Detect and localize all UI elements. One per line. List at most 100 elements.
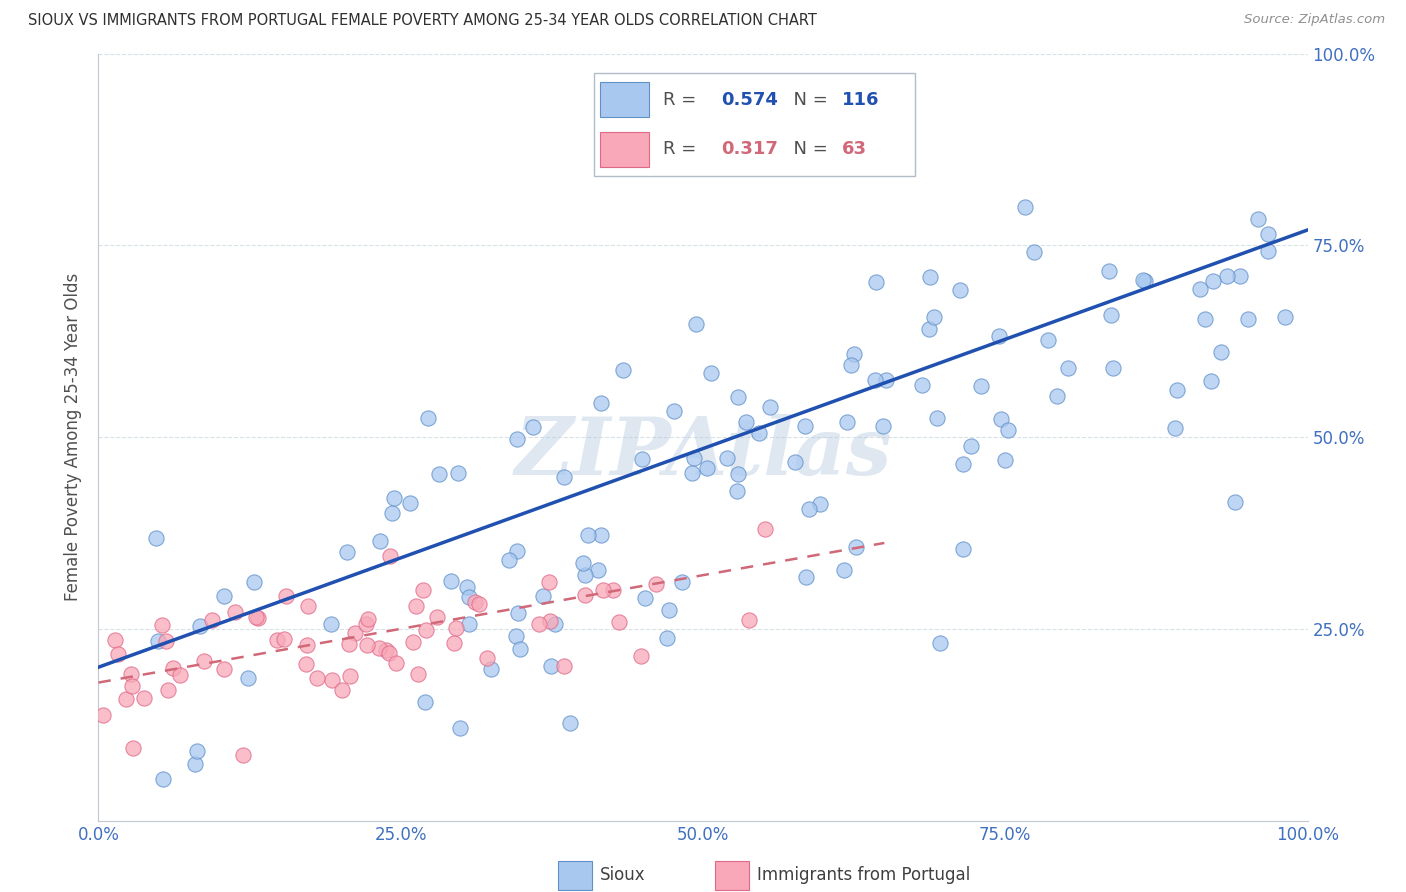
Point <box>538 574 561 589</box>
Point <box>574 588 596 602</box>
Point <box>872 418 894 433</box>
Point <box>1215 269 1237 284</box>
Point <box>467 597 489 611</box>
Point <box>553 658 575 673</box>
Point <box>527 617 550 632</box>
Point <box>236 671 259 685</box>
Point <box>440 574 463 588</box>
Point <box>522 419 544 434</box>
Point <box>645 576 668 591</box>
Point <box>571 556 593 570</box>
Point <box>865 276 887 290</box>
Point <box>155 633 177 648</box>
Point <box>1099 308 1122 322</box>
Point <box>927 411 949 425</box>
Point <box>212 662 235 676</box>
Point <box>683 450 706 465</box>
Point <box>378 549 401 564</box>
Point <box>538 615 561 629</box>
FancyBboxPatch shape <box>600 82 648 117</box>
Point <box>344 625 367 640</box>
Point <box>382 491 405 505</box>
Point <box>506 544 529 558</box>
Point <box>367 640 389 655</box>
Point <box>415 624 437 638</box>
Point <box>1038 333 1060 347</box>
Text: 0.317: 0.317 <box>721 140 778 159</box>
Point <box>107 647 129 661</box>
Point <box>918 270 941 285</box>
Text: Sioux: Sioux <box>600 866 645 884</box>
Point <box>150 618 173 632</box>
Point <box>959 439 981 453</box>
Point <box>928 636 950 650</box>
Point <box>246 611 269 625</box>
Point <box>797 501 820 516</box>
Point <box>1022 245 1045 260</box>
Point <box>794 570 817 584</box>
Point <box>188 619 211 633</box>
Point <box>1164 421 1187 435</box>
Point <box>576 528 599 542</box>
Point <box>1225 495 1247 509</box>
Point <box>505 629 527 643</box>
Point <box>104 633 127 648</box>
Text: 116: 116 <box>842 91 880 109</box>
Point <box>1098 264 1121 278</box>
Point <box>607 615 630 629</box>
Point <box>1135 274 1157 288</box>
Point <box>426 610 449 624</box>
Point <box>356 617 378 632</box>
Text: N =: N = <box>782 91 834 109</box>
Point <box>612 363 634 377</box>
Text: R =: R = <box>664 91 702 109</box>
Point <box>922 310 945 325</box>
Point <box>685 317 707 331</box>
FancyBboxPatch shape <box>558 861 592 889</box>
Point <box>443 636 465 650</box>
Point <box>1257 244 1279 259</box>
Point <box>224 605 246 619</box>
Point <box>447 467 470 481</box>
Text: R =: R = <box>664 140 702 159</box>
Point <box>785 455 807 469</box>
Point <box>295 657 318 671</box>
Point <box>630 648 652 663</box>
Point <box>162 661 184 675</box>
Point <box>589 396 612 410</box>
Point <box>602 583 624 598</box>
Point <box>184 756 207 771</box>
Point <box>121 679 143 693</box>
Point <box>475 651 498 665</box>
Point <box>681 466 703 480</box>
Point <box>1057 361 1080 376</box>
Point <box>560 715 582 730</box>
Point <box>1237 311 1260 326</box>
Point <box>381 506 404 520</box>
Point <box>553 470 575 484</box>
Point <box>402 635 425 649</box>
Point <box>835 415 858 429</box>
Point <box>808 497 831 511</box>
Point <box>794 418 817 433</box>
Point <box>357 612 380 626</box>
Point <box>427 467 450 481</box>
Point <box>132 690 155 705</box>
Point <box>232 748 254 763</box>
Point <box>970 379 993 393</box>
Point <box>114 692 136 706</box>
Point <box>413 695 436 709</box>
Point <box>509 641 531 656</box>
Point <box>91 708 114 723</box>
Point <box>186 744 208 758</box>
FancyBboxPatch shape <box>600 132 648 167</box>
Point <box>412 583 434 598</box>
Y-axis label: Female Poverty Among 25-34 Year Olds: Female Poverty Among 25-34 Year Olds <box>65 273 83 601</box>
Point <box>406 667 429 681</box>
Point <box>845 540 868 554</box>
Point <box>839 358 862 372</box>
Point <box>540 659 562 673</box>
Text: N =: N = <box>782 140 834 159</box>
Point <box>377 646 399 660</box>
Point <box>758 401 780 415</box>
